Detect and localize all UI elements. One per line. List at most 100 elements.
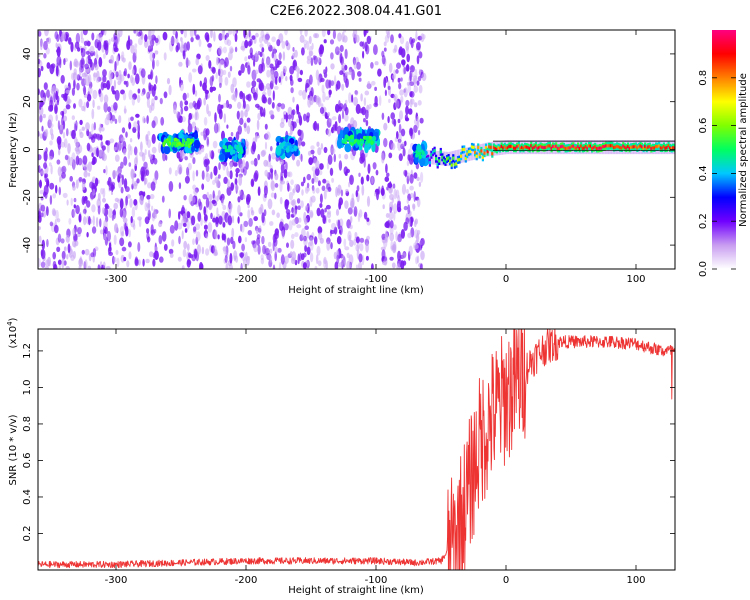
colorbar-tick-label: 0.6: [698, 118, 709, 134]
cluster-core: [365, 135, 369, 141]
noise-speckle: [97, 205, 101, 215]
noise-speckle: [39, 133, 44, 139]
noise-speckle: [286, 242, 289, 248]
noise-speckle: [75, 32, 81, 44]
noise-speckle: [320, 143, 324, 150]
noise-speckle: [403, 169, 408, 177]
noise-speckle: [229, 161, 233, 170]
noise-speckle: [221, 197, 224, 206]
noise-speckle: [190, 200, 195, 207]
noise-speckle: [151, 98, 155, 107]
noise-speckle: [53, 263, 58, 269]
noise-speckle: [333, 153, 336, 163]
noise-speckle: [129, 145, 133, 156]
noise-speckle: [119, 207, 124, 218]
cluster-core: [370, 141, 374, 146]
noise-speckle: [416, 80, 420, 86]
noise-speckle: [271, 152, 276, 160]
noise-speckle: [407, 82, 412, 94]
noise-speckle: [103, 94, 109, 104]
noise-speckle: [406, 175, 410, 185]
noise-speckle: [408, 245, 413, 256]
noise-speckle: [213, 165, 218, 176]
noise-speckle: [90, 62, 95, 71]
noise-speckle: [99, 218, 102, 228]
noise-speckle: [400, 48, 406, 58]
ridge-core: [580, 144, 583, 148]
noise-speckle: [234, 46, 238, 53]
noise-speckle: [295, 184, 301, 193]
noise-speckle: [197, 211, 202, 222]
ridge-core: [509, 144, 513, 148]
noise-speckle: [73, 79, 76, 90]
noise-speckle: [281, 229, 285, 239]
noise-speckle: [393, 102, 397, 111]
noise-speckle: [393, 224, 397, 231]
noise-speckle: [239, 163, 244, 173]
noise-speckle: [361, 184, 365, 196]
noise-speckle: [121, 174, 125, 186]
noise-speckle: [91, 226, 97, 234]
ridge-core: [499, 146, 502, 151]
noise-speckle: [172, 30, 176, 36]
noise-speckle: [186, 243, 190, 251]
noise-speckle: [344, 153, 349, 160]
ridge-core: [503, 145, 506, 149]
noise-speckle: [83, 101, 86, 112]
noise-speckle: [113, 35, 118, 46]
y-tick-label: 0.8: [22, 416, 33, 432]
noise-speckle: [413, 78, 416, 88]
noise-speckle: [142, 116, 146, 124]
noise-speckle: [308, 35, 312, 45]
noise-speckle: [192, 83, 196, 95]
noise-speckle: [393, 211, 396, 221]
noise-speckle: [290, 239, 295, 249]
noise-speckle: [240, 110, 244, 119]
cluster-core: [417, 149, 423, 153]
ridge-core: [494, 147, 497, 151]
noise-speckle: [240, 63, 245, 74]
noise-speckle: [181, 116, 186, 123]
cluster-blob: [193, 133, 199, 140]
noise-speckle: [180, 40, 184, 48]
noise-speckle: [415, 30, 418, 42]
noise-speckle: [197, 198, 202, 207]
noise-speckle: [225, 262, 229, 269]
noise-speckle: [110, 37, 115, 42]
noise-speckle: [184, 175, 190, 184]
noise-speckle: [310, 57, 314, 66]
noise-speckle: [391, 142, 396, 151]
noise-speckle: [89, 181, 94, 189]
noise-speckle: [215, 72, 218, 79]
ridge-core: [633, 145, 636, 149]
noise-speckle: [125, 195, 128, 206]
ridge-core: [631, 145, 634, 149]
noise-speckle: [406, 53, 411, 63]
noise-speckle: [40, 261, 46, 269]
noise-speckle: [223, 246, 227, 255]
noise-speckle: [409, 81, 414, 86]
noise-speckle: [372, 162, 377, 170]
noise-speckle: [96, 147, 99, 158]
noise-speckle: [280, 117, 285, 125]
noise-speckle: [119, 198, 124, 210]
noise-speckle: [71, 115, 76, 121]
noise-speckle: [128, 228, 131, 238]
noise-speckle: [67, 143, 71, 154]
noise-speckle: [174, 220, 179, 231]
noise-speckle: [406, 198, 409, 204]
noise-speckle: [405, 217, 410, 225]
noise-speckle: [319, 49, 323, 57]
noise-speckle: [200, 131, 204, 136]
ridge-core: [583, 146, 586, 150]
noise-speckle: [337, 32, 342, 42]
noise-speckle: [359, 237, 365, 243]
noise-speckle: [85, 122, 90, 131]
cluster-core: [283, 145, 286, 150]
ridge-core: [489, 145, 492, 149]
noise-speckle: [217, 234, 220, 240]
noise-speckle: [331, 177, 335, 183]
noise-speckle: [269, 221, 274, 226]
noise-speckle: [42, 113, 46, 119]
noise-speckle: [91, 32, 95, 41]
